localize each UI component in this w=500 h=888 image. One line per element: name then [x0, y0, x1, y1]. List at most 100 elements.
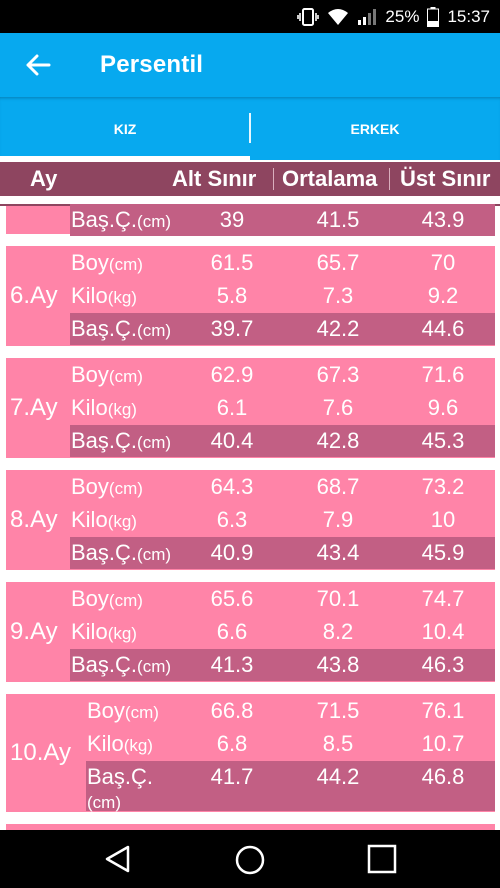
month-card-partial: Baş.Ç.(cm) 39 41.5 43.9	[6, 204, 495, 236]
recents-square-icon	[367, 844, 397, 874]
tab-erkek[interactable]: ERKEK	[250, 97, 500, 160]
percentile-list[interactable]: Baş.Ç.(cm) 39 41.5 43.9 6.Ay Boy(cm) 61.…	[0, 200, 500, 830]
value-ust: 76.1	[421, 698, 465, 723]
value-ust: 45.3	[421, 428, 465, 453]
measure-label: Boy(cm)	[71, 586, 143, 611]
value-ortalama: 8.2	[322, 619, 354, 644]
tab-kiz[interactable]: KIZ	[0, 97, 250, 160]
status-bar: 25% 15:37	[0, 0, 500, 33]
month-label: 10.Ay	[10, 739, 71, 766]
measure-row: Baş.Ç.(cm) 39.7 42.2 44.6	[70, 313, 495, 345]
measure-row: Boy(cm) 64.3 68.7 73.2	[70, 471, 495, 503]
measure-row: Kilo(kg) 5.8 7.3 9.2	[70, 280, 495, 312]
tab-indicator	[0, 156, 250, 160]
tab-divider	[249, 113, 251, 143]
value-ortalama: 42.2	[316, 316, 360, 341]
measure-label: Boy(cm)	[87, 698, 159, 723]
value-ust: 10	[430, 507, 456, 532]
value-ust: 73.2	[421, 474, 465, 499]
measure-label: Kilo(kg)	[71, 395, 137, 420]
value-ortalama: 65.7	[316, 250, 360, 275]
arrow-back-icon	[26, 54, 51, 76]
measure-label: Boy(cm)	[71, 250, 143, 275]
value-ust: 10.7	[421, 731, 465, 756]
value-alt: 6.6	[216, 619, 248, 644]
measure-row: Kilo(kg) 6.8 8.5 10.7	[86, 728, 495, 760]
value-ust: 46.3	[421, 652, 465, 677]
month-card: 7.Ay Boy(cm) 62.9 67.3 71.6 Kilo(kg) 6.1…	[6, 358, 495, 458]
gender-tabs: KIZ ERKEK	[0, 97, 500, 160]
measure-row: Baş.Ç.(cm) 40.4 42.8 45.3	[70, 425, 495, 457]
value-ortalama: 68.7	[316, 474, 360, 499]
value-ortalama: 42.8	[316, 428, 360, 453]
value-ust: 71.6	[421, 362, 465, 387]
table-header: Ay Alt Sınır Ortalama Üst Sınır	[0, 162, 500, 196]
value-ortalama: 43.8	[316, 652, 360, 677]
battery-percent: 25%	[385, 6, 420, 26]
header-divider	[389, 168, 390, 190]
month-label: 9.Ay	[10, 618, 58, 645]
value-alt: 40.9	[210, 540, 254, 565]
back-button[interactable]	[18, 45, 58, 85]
month-card: 10.Ay Boy(cm) 66.8 71.5 76.1 Kilo(kg) 6.…	[6, 694, 495, 812]
value-alt: 39.7	[210, 316, 254, 341]
measure-label: Baş.Ç.(cm)	[71, 316, 172, 341]
back-triangle-icon	[105, 845, 130, 873]
value-alt: 40.4	[210, 428, 254, 453]
clock: 15:37	[447, 6, 490, 26]
measure-row: Baş.Ç.(cm) 41.7 44.2 46.8	[86, 761, 495, 812]
value-ust: 9.6	[427, 395, 459, 420]
value-ust: 74.7	[421, 586, 465, 611]
app-bar: Persentil	[0, 33, 500, 97]
value-ortalama: 70.1	[316, 586, 360, 611]
value-ust: 43.9	[421, 207, 465, 232]
measure-label: Baş.Ç.(cm)	[71, 540, 172, 565]
value-ortalama: 67.3	[316, 362, 360, 387]
measure-row: Boy(cm) 61.5 65.7 70	[70, 247, 495, 279]
value-ust: 46.8	[421, 764, 465, 789]
measure-label: Baş.Ç.(cm)	[71, 207, 172, 232]
nav-back-button[interactable]	[103, 844, 133, 879]
measure-label: Kilo(kg)	[71, 619, 137, 644]
measure-row: Baş.Ç.(cm) 40.9 43.4 45.9	[70, 537, 495, 569]
value-alt: 6.1	[216, 395, 248, 420]
navigation-bar	[0, 830, 500, 888]
measure-label: Boy(cm)	[71, 362, 143, 387]
measure-row: Boy(cm) 62.9 67.3 71.6	[70, 359, 495, 391]
measure-label: Boy(cm)	[71, 474, 143, 499]
month-label: 8.Ay	[10, 506, 58, 533]
value-ust: 10.4	[421, 619, 465, 644]
nav-home-button[interactable]	[234, 844, 266, 881]
measure-row: Kilo(kg) 6.1 7.6 9.6	[70, 392, 495, 424]
value-alt: 62.9	[210, 362, 254, 387]
header-alt-sinir: Alt Sınır	[172, 166, 257, 191]
header-ortalama: Ortalama	[282, 166, 378, 191]
nav-recents-button[interactable]	[367, 844, 397, 879]
tab-erkek-label: ERKEK	[350, 120, 400, 137]
value-ortalama: 44.2	[316, 764, 360, 789]
value-ortalama: 71.5	[316, 698, 360, 723]
signal-icon	[357, 8, 377, 26]
measure-label: Kilo(kg)	[87, 731, 153, 756]
measure-label: Kilo(kg)	[71, 507, 137, 532]
value-alt: 64.3	[210, 474, 254, 499]
value-alt: 65.6	[210, 586, 254, 611]
header-ay: Ay	[30, 166, 58, 191]
value-alt: 6.3	[216, 507, 248, 532]
wifi-icon	[327, 8, 349, 26]
value-ortalama: 7.3	[322, 283, 354, 308]
measure-row: Baş.Ç.(cm) 39 41.5 43.9	[70, 204, 495, 236]
measure-row: Boy(cm) 66.8 71.5 76.1	[86, 695, 495, 727]
value-ortalama: 41.5	[316, 207, 360, 232]
measure-label: Baş.Ç.(cm)	[71, 428, 172, 453]
month-label: 7.Ay	[10, 394, 58, 421]
value-alt: 39	[219, 207, 245, 232]
month-card: 8.Ay Boy(cm) 64.3 68.7 73.2 Kilo(kg) 6.3…	[6, 470, 495, 570]
header-divider	[273, 168, 274, 190]
measure-row: Kilo(kg) 6.6 8.2 10.4	[70, 616, 495, 648]
value-ust: 45.9	[421, 540, 465, 565]
measure-label: Baş.Ç.(cm)	[71, 652, 172, 677]
page-title: Persentil	[100, 51, 204, 78]
measure-row: Kilo(kg) 6.3 7.9 10	[70, 504, 495, 536]
measure-label: Baş.Ç.(cm)	[87, 764, 154, 813]
